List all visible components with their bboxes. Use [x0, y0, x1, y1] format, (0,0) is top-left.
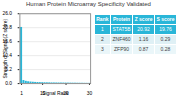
svg-text:26.0: 26.0	[2, 11, 12, 16]
svg-text:Strength of Signal (Z score): Strength of Signal (Z score)	[3, 19, 8, 79]
html-text:3: 3	[101, 46, 104, 52]
html-text:0.87: 0.87	[138, 46, 149, 52]
html-text:20.92: 20.92	[137, 26, 150, 32]
svg-text:5.2: 5.2	[5, 67, 12, 73]
html-text:ZFP90: ZFP90	[114, 46, 129, 52]
svg-text:1: 1	[20, 91, 23, 96]
html-text:19.76: 19.76	[159, 26, 172, 32]
html-text:0.28: 0.28	[160, 46, 171, 52]
html-text:0.29: 0.29	[160, 36, 171, 42]
html-text:Protein: Protein	[112, 16, 131, 22]
html-text:ZNF460: ZNF460	[112, 36, 131, 42]
svg-text:0.0: 0.0	[5, 81, 12, 86]
html-text:1.16: 1.16	[138, 36, 149, 42]
html-text:Rank: Rank	[96, 16, 109, 22]
html-text:2: 2	[101, 36, 104, 42]
svg-text:Signal Rank: Signal Rank	[42, 91, 69, 96]
html-text:S score: S score	[156, 16, 175, 22]
html-text:1: 1	[101, 26, 104, 32]
html-text:Human Protein Microarray Speci: Human Protein Microarray Specificity Val…	[26, 1, 151, 7]
svg-text:30: 30	[87, 91, 93, 96]
html-text:Z score: Z score	[134, 16, 153, 22]
html-text:STAT5B: STAT5B	[112, 26, 131, 32]
